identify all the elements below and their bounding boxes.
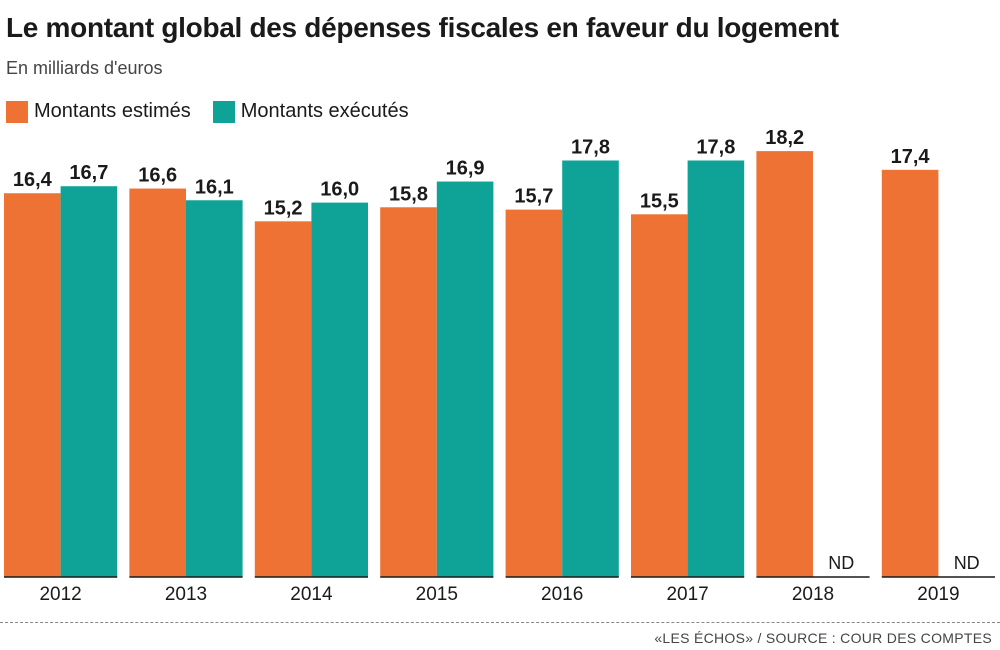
value-label-estimated-2017: 15,5 (640, 190, 679, 212)
bar-estimated-2016 (505, 209, 563, 577)
chart-title: Le montant global des dépenses fiscales … (6, 12, 839, 43)
bar-chart: 16,4 16,7 2012 16,6 16,1 2013 15,2 16,0 2014 15,8… (4, 127, 995, 605)
x-tick-label-2014: 2014 (290, 584, 333, 605)
bar-executed-2012 (60, 186, 118, 577)
bar-estimated-2012 (4, 193, 61, 578)
x-tick-label-2019: 2019 (917, 584, 959, 605)
bar-estimated-2015 (380, 207, 437, 577)
x-tick-label-2015: 2015 (416, 584, 458, 605)
bar-executed-2013 (186, 200, 243, 577)
legend-item-estimated: Montants estimés (6, 100, 191, 123)
value-label-executed-2014: 16,0 (320, 179, 359, 201)
x-tick-label-2017: 2017 (666, 584, 708, 605)
value-label-estimated-2018: 18,2 (765, 127, 804, 149)
bar-estimated-2014 (254, 221, 312, 577)
bar-executed-2015 (436, 181, 494, 578)
value-label-executed-2017: 17,8 (696, 136, 735, 158)
bar-estimated-2017 (631, 214, 688, 578)
bar-estimated-2019 (881, 169, 939, 577)
legend-swatch-executed (212, 100, 235, 123)
legend-item-executed: Montants exécutés (212, 100, 409, 123)
value-label-executed-2019: ND (954, 553, 980, 573)
value-label-executed-2012: 16,7 (69, 162, 108, 184)
value-label-executed-2016: 17,8 (571, 136, 610, 158)
x-tick-label-2012: 2012 (39, 584, 81, 605)
footer-divider (0, 622, 1000, 623)
legend: Montants estimés Montants exécutés (6, 100, 431, 123)
x-tick-label-2018: 2018 (792, 584, 834, 605)
x-tick-label-2016: 2016 (541, 584, 583, 605)
value-label-estimated-2012: 16,4 (13, 169, 53, 191)
value-label-executed-2013: 16,1 (195, 176, 234, 198)
bar-executed-2017 (687, 160, 745, 578)
value-label-estimated-2014: 15,2 (264, 197, 303, 219)
legend-swatch-estimated (6, 100, 28, 123)
bar-estimated-2013 (129, 188, 186, 577)
x-tick-label-2013: 2013 (165, 584, 207, 605)
value-label-estimated-2015: 15,8 (389, 183, 428, 205)
legend-label-estimated: Montants estimés (34, 100, 191, 122)
value-label-executed-2018: ND (828, 553, 854, 573)
bar-executed-2016 (562, 160, 619, 578)
legend-label-executed: Montants exécutés (240, 100, 409, 122)
value-label-estimated-2013: 16,6 (138, 165, 177, 187)
value-label-estimated-2019: 17,4 (891, 146, 931, 168)
bar-executed-2014 (311, 202, 368, 577)
bar-estimated-2018 (756, 151, 813, 577)
source-credit: «LES ÉCHOS» / SOURCE : COUR DES COMPTES (654, 630, 992, 646)
value-label-executed-2015: 16,9 (446, 158, 485, 180)
value-label-estimated-2016: 15,7 (514, 186, 553, 208)
chart-subtitle: En milliards d'euros (6, 58, 163, 78)
